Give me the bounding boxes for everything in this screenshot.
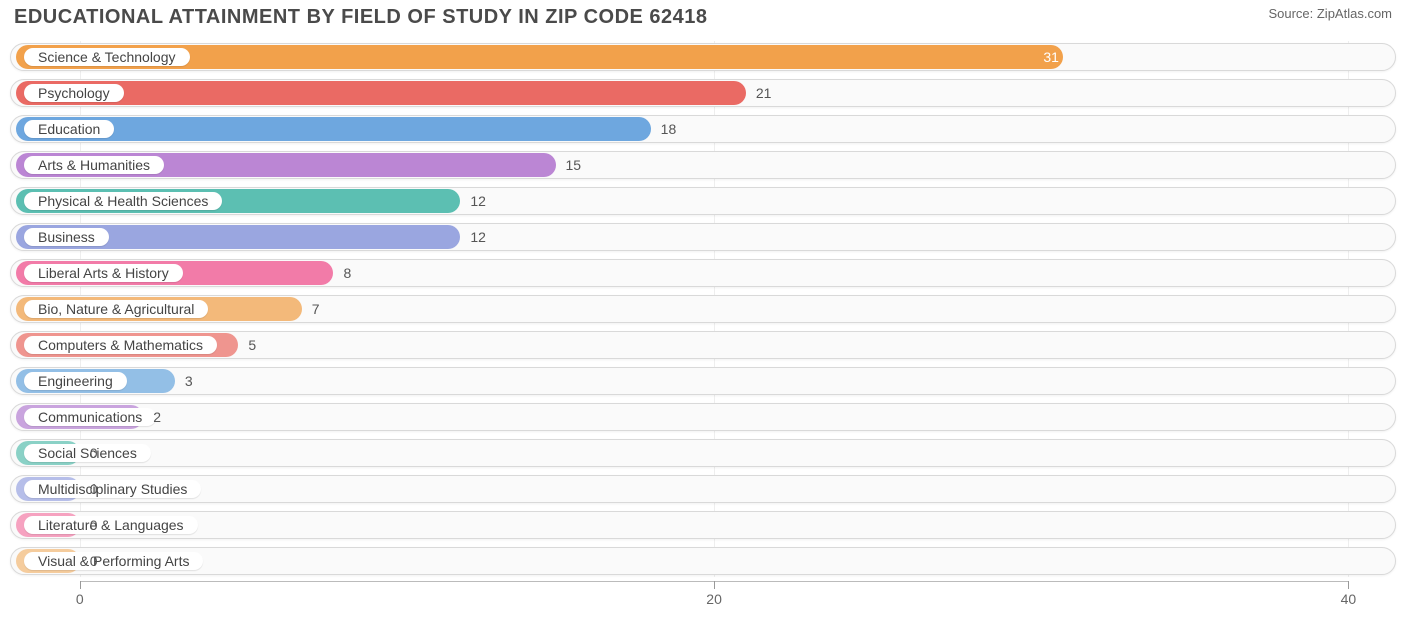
bar-value: 15 — [556, 149, 582, 181]
bar-label: Bio, Nature & Agricultural — [24, 300, 208, 318]
bar-row: Social Sciences0 — [10, 437, 1396, 469]
chart-title: EDUCATIONAL ATTAINMENT BY FIELD OF STUDY… — [14, 6, 708, 29]
bar-row: Science & Technology31 — [10, 41, 1396, 73]
bar-label: Engineering — [24, 372, 127, 390]
bar-row: Computers & Mathematics 5 — [10, 329, 1396, 361]
axis-tick-label: 40 — [1341, 591, 1357, 607]
bar-label: Physical & Health Sciences — [24, 192, 222, 210]
bar-row: Education 18 — [10, 113, 1396, 145]
bar-row: Multidisciplinary Studies0 — [10, 473, 1396, 505]
bar-label: Liberal Arts & History — [24, 264, 183, 282]
bar-value: 12 — [460, 221, 486, 253]
bar-value: 0 — [80, 545, 98, 577]
bar-value: 0 — [80, 509, 98, 541]
bar-row: Psychology 21 — [10, 77, 1396, 109]
bar-label: Communications — [24, 408, 156, 426]
bar-label: Arts & Humanities — [24, 156, 164, 174]
axis-tick-label: 20 — [706, 591, 722, 607]
bar-row: Engineering 3 — [10, 365, 1396, 397]
bar-label: Multidisciplinary Studies — [24, 480, 201, 498]
axis-tick-label: 0 — [76, 591, 84, 607]
bar-label: Literature & Languages — [24, 516, 198, 534]
bar-value: 18 — [651, 113, 677, 145]
bar-row: Communications2 — [10, 401, 1396, 433]
bar-value: 3 — [175, 365, 193, 397]
bar-row: Visual & Performing Arts0 — [10, 545, 1396, 577]
bar-value: 31 — [20, 41, 1059, 73]
axis-tick — [80, 581, 81, 589]
bar-track — [10, 475, 1396, 503]
bar-value: 12 — [460, 185, 486, 217]
bar-value: 5 — [238, 329, 256, 361]
bar-value: 2 — [143, 401, 161, 433]
bar-track — [10, 511, 1396, 539]
bar-track — [10, 367, 1396, 395]
bar-label: Business — [24, 228, 109, 246]
bar-row: Arts & Humanities 15 — [10, 149, 1396, 181]
bar-row: Liberal Arts & History 8 — [10, 257, 1396, 289]
bar-label: Psychology — [24, 84, 124, 102]
bar-track — [10, 439, 1396, 467]
axis-tick — [714, 581, 715, 589]
bar-row: Business 12 — [10, 221, 1396, 253]
chart-source: Source: ZipAtlas.com — [1268, 6, 1392, 21]
bar-fill — [16, 81, 745, 105]
bar-label: Education — [24, 120, 114, 138]
chart-container: EDUCATIONAL ATTAINMENT BY FIELD OF STUDY… — [0, 0, 1406, 632]
bar-row: Physical & Health Sciences 12 — [10, 185, 1396, 217]
bar-track — [10, 403, 1396, 431]
bar-track — [10, 547, 1396, 575]
bar-value: 7 — [302, 293, 320, 325]
x-axis: 0 20 40 — [10, 581, 1396, 621]
bar-value: 0 — [80, 473, 98, 505]
bar-row: Bio, Nature & Agricultural 7 — [10, 293, 1396, 325]
bar-value: 0 — [80, 437, 98, 469]
bar-label: Computers & Mathematics — [24, 336, 217, 354]
header-row: EDUCATIONAL ATTAINMENT BY FIELD OF STUDY… — [0, 0, 1406, 33]
bar-value: 21 — [746, 77, 772, 109]
axis-tick — [1348, 581, 1349, 589]
bar-label: Visual & Performing Arts — [24, 552, 203, 570]
bar-row: Literature & Languages0 — [10, 509, 1396, 541]
bar-value: 8 — [334, 257, 352, 289]
plot-area: Science & Technology31 Psychology 21 Educat… — [10, 41, 1396, 577]
